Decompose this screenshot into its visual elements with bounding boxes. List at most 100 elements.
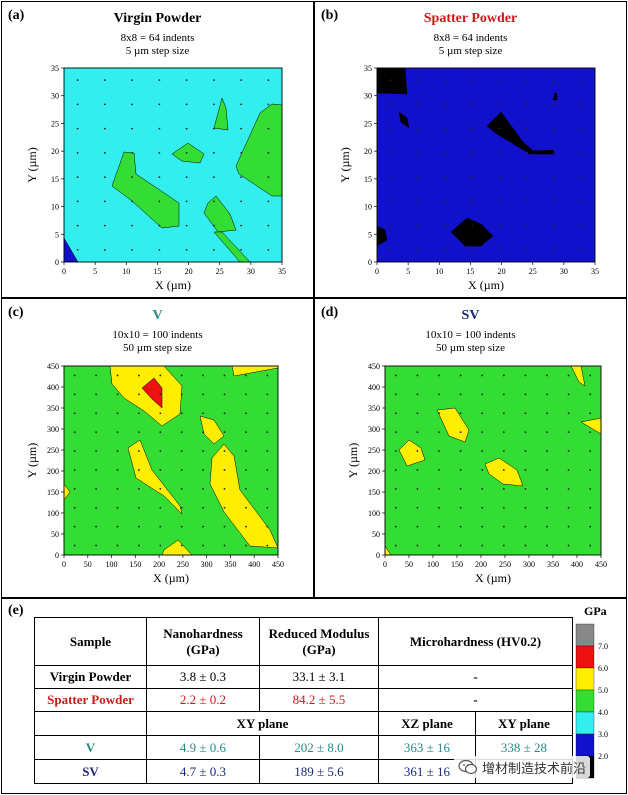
indent-point: [471, 151, 474, 154]
indent-point: [589, 431, 592, 434]
indent-point: [389, 224, 392, 227]
row-sample: V: [34, 735, 147, 760]
indent-point: [502, 450, 505, 452]
indent-point: [481, 469, 484, 471]
x-tick-label: 450: [595, 560, 607, 569]
x-tick-label: 150: [129, 560, 141, 569]
indent-point: [245, 412, 247, 415]
y-tick-label: 0: [55, 551, 59, 560]
indent-point: [103, 176, 106, 179]
indent-point: [185, 248, 188, 251]
indent-point: [76, 224, 79, 227]
indent-point: [212, 224, 215, 227]
indent-point: [202, 525, 205, 528]
indent-point: [459, 487, 462, 490]
indent-point: [471, 127, 474, 130]
axes-frame: [376, 67, 596, 263]
indent-point: [567, 506, 570, 509]
indent-point: [416, 487, 419, 490]
panel-a: (a) Virgin Powder 8x8 = 64 indents 5 µm …: [1, 1, 314, 298]
indent-point: [416, 151, 419, 154]
indent-point: [589, 374, 592, 377]
indent-point: [580, 127, 583, 130]
indent-point: [580, 151, 583, 154]
x-axis-label: X (µm): [475, 571, 511, 585]
panel-b-indent-dots: [389, 79, 583, 251]
indent-point: [212, 103, 215, 106]
indent-point: [95, 450, 97, 452]
indent-point: [553, 248, 556, 251]
y-tick-label: 25: [364, 119, 372, 128]
row-micro: -: [378, 665, 573, 689]
indent-point: [266, 487, 269, 490]
indent-point: [524, 487, 527, 490]
indent-point: [76, 200, 79, 203]
indent-point: [553, 176, 556, 179]
indent-point: [223, 374, 226, 377]
header-sample: Sample: [34, 617, 147, 666]
indent-point: [498, 103, 501, 106]
panel-a-sub2: 5 µm step size: [125, 45, 190, 57]
contour-region: [171, 142, 205, 164]
indent-point: [394, 544, 397, 547]
indent-point: [95, 544, 97, 547]
indent-point: [223, 544, 226, 547]
indent-point: [131, 176, 134, 179]
indent-point: [95, 393, 97, 396]
y-axis-label: Y (µm): [338, 147, 352, 182]
colorbar-ticks: 7.0 6.0 5.0 4.0 3.0 2.0: [598, 642, 608, 761]
indent-point: [138, 374, 140, 377]
indent-point: [553, 224, 556, 227]
panel-b-plot: 0 5 10 15 20 25 30 35 0 5 10 15 20 25 30 35 X (µm) Y (µm): [338, 64, 599, 292]
y-tick-label: 450: [368, 362, 380, 371]
indent-point: [138, 544, 140, 547]
indent-point: [580, 200, 583, 203]
x-tick-label: 150: [451, 560, 463, 569]
indent-point: [438, 487, 440, 490]
y-tick-label: 200: [368, 467, 380, 476]
indent-point: [158, 224, 161, 227]
row-nano: 3.8 ± 0.3: [146, 665, 260, 689]
y-tick-label: 35: [364, 64, 372, 73]
indent-point: [159, 544, 162, 547]
y-tick-label: 15: [51, 175, 59, 184]
indent-point: [481, 374, 484, 377]
y-tick-label: 100: [47, 509, 59, 518]
y-tick-label: 200: [47, 467, 59, 476]
indent-point: [159, 450, 162, 452]
indent-point: [525, 248, 528, 251]
indent-point: [438, 506, 440, 509]
indent-point: [524, 431, 527, 434]
indent-point: [158, 248, 161, 251]
indent-point: [158, 200, 161, 203]
indent-point: [389, 200, 392, 203]
x-tick-label: 0: [375, 267, 379, 276]
indent-point: [389, 103, 392, 106]
indent-point: [73, 393, 76, 396]
indent-point: [158, 127, 161, 130]
indent-point: [159, 525, 162, 528]
indent-point: [546, 469, 548, 471]
indent-point: [131, 200, 134, 203]
indent-point: [202, 487, 205, 490]
y-tick-label: 300: [368, 425, 380, 434]
indent-point: [502, 431, 505, 434]
indent-point: [567, 544, 570, 547]
indent-point: [524, 544, 527, 547]
indent-point: [553, 200, 556, 203]
indent-point: [416, 469, 419, 471]
indent-point: [180, 412, 183, 415]
indent-point: [524, 525, 527, 528]
indent-point: [240, 176, 243, 179]
indent-point: [212, 176, 215, 179]
row-nano: 4.7 ± 0.3: [146, 759, 260, 784]
plane-empty-cell: [34, 711, 147, 736]
indent-point: [95, 487, 97, 490]
indent-point: [73, 487, 76, 490]
indent-point: [223, 450, 226, 452]
panel-d: (d) SV 10x10 = 100 indents 50 µm step si…: [314, 298, 627, 598]
indent-point: [202, 469, 205, 471]
x-tick-label: 35: [591, 267, 599, 276]
indent-point: [444, 248, 447, 251]
indent-point: [212, 151, 215, 154]
